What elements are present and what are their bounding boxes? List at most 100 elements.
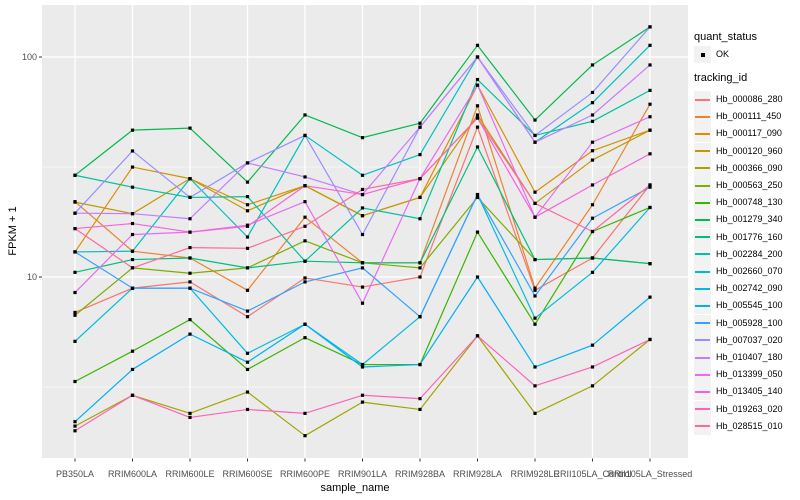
data-point — [648, 63, 652, 67]
y-tick-label: 100 — [22, 52, 37, 62]
data-point — [360, 232, 365, 237]
data-point — [533, 384, 537, 388]
data-point — [245, 407, 250, 412]
data-point — [648, 88, 652, 92]
data-point — [303, 280, 307, 284]
data-point — [303, 215, 307, 219]
data-point — [188, 415, 192, 420]
data-point — [130, 149, 135, 153]
x-tick-label: RRIM600PE — [280, 469, 330, 479]
data-point — [360, 285, 365, 289]
legend-key-Hb_002284_200 — [694, 245, 711, 263]
data-point — [188, 177, 192, 181]
legend-label-Hb_005545_100: Hb_005545_100 — [716, 300, 783, 311]
legend-title-tracking-id: tracking_id — [694, 72, 748, 84]
legend-key-ok — [694, 46, 711, 63]
data-point — [130, 266, 135, 270]
data-point — [73, 339, 77, 343]
data-point — [648, 295, 652, 299]
legend-key-Hb_002660_070 — [694, 263, 711, 280]
data-point — [188, 271, 192, 275]
data-point — [303, 276, 307, 280]
data-point — [188, 217, 192, 221]
data-point — [188, 126, 192, 130]
legend-line-icon — [695, 150, 710, 153]
data-point — [245, 309, 250, 313]
data-point — [648, 25, 652, 29]
data-point — [590, 203, 595, 207]
data-point — [533, 201, 537, 206]
legend-line-icon — [695, 390, 710, 393]
data-point — [73, 270, 77, 274]
data-point — [590, 216, 595, 220]
data-point — [73, 424, 77, 428]
data-point — [73, 310, 77, 315]
data-point — [418, 177, 422, 181]
data-point — [475, 275, 480, 279]
data-point — [533, 288, 537, 292]
legend-label-Hb_028515_010: Hb_028515_010 — [716, 420, 783, 431]
data-point — [418, 125, 422, 129]
y-tick-label: 10 — [27, 272, 37, 282]
data-point — [188, 280, 192, 284]
data-point — [360, 136, 365, 140]
data-point — [130, 257, 135, 262]
legend-label-Hb_019263_020: Hb_019263_020 — [716, 403, 783, 414]
data-point — [360, 214, 365, 218]
data-point — [303, 175, 307, 179]
legend-line-icon — [695, 356, 710, 359]
legend-label-Hb_000117_090: Hb_000117_090 — [716, 128, 782, 139]
data-point — [475, 83, 480, 87]
legend-key-Hb_000086_280 — [694, 91, 711, 108]
data-point — [533, 215, 537, 219]
data-point — [303, 184, 307, 188]
data-point — [188, 195, 192, 200]
data-point — [533, 322, 537, 326]
y-axis-title: FPKM + 1 — [7, 206, 19, 256]
data-point — [475, 55, 480, 59]
data-point — [475, 195, 480, 200]
data-point — [418, 153, 422, 157]
data-point — [360, 365, 365, 369]
data-point — [590, 149, 595, 153]
data-point — [73, 429, 77, 433]
data-point — [533, 140, 537, 144]
legend-key-Hb_007037_020 — [694, 331, 711, 349]
data-point — [590, 140, 595, 144]
data-point — [590, 384, 595, 388]
data-point — [73, 200, 77, 204]
data-point — [648, 128, 652, 132]
data-point — [130, 185, 135, 189]
data-point — [73, 379, 77, 384]
x-tick-label: RRIM928LA — [453, 469, 502, 479]
data-point — [360, 187, 365, 192]
data-point — [130, 221, 135, 226]
data-point — [533, 365, 537, 369]
data-point — [130, 367, 135, 372]
legend-line-icon — [695, 236, 710, 239]
data-point — [303, 336, 307, 340]
data-point — [590, 229, 595, 234]
data-point — [130, 128, 135, 132]
data-point — [73, 173, 77, 177]
legend-key-Hb_005928_100 — [694, 314, 711, 332]
legend-label-Hb_007037_020: Hb_007037_020 — [716, 334, 783, 345]
legend-label-Hb_002284_200: Hb_002284_200 — [716, 248, 783, 259]
legend-key-Hb_005545_100 — [694, 297, 711, 315]
legend-key-Hb_010407_180 — [694, 349, 711, 366]
data-point — [418, 407, 422, 412]
data-point — [533, 118, 537, 122]
data-point — [590, 270, 595, 274]
data-point — [73, 226, 77, 231]
ok-point-icon — [700, 52, 705, 57]
data-point — [648, 152, 652, 156]
data-point — [418, 195, 422, 200]
data-point — [188, 286, 192, 290]
data-point — [475, 77, 480, 82]
plot-panel — [42, 5, 688, 458]
data-point — [533, 133, 537, 138]
data-point — [303, 113, 307, 117]
data-point — [648, 115, 652, 119]
data-point — [245, 315, 250, 319]
